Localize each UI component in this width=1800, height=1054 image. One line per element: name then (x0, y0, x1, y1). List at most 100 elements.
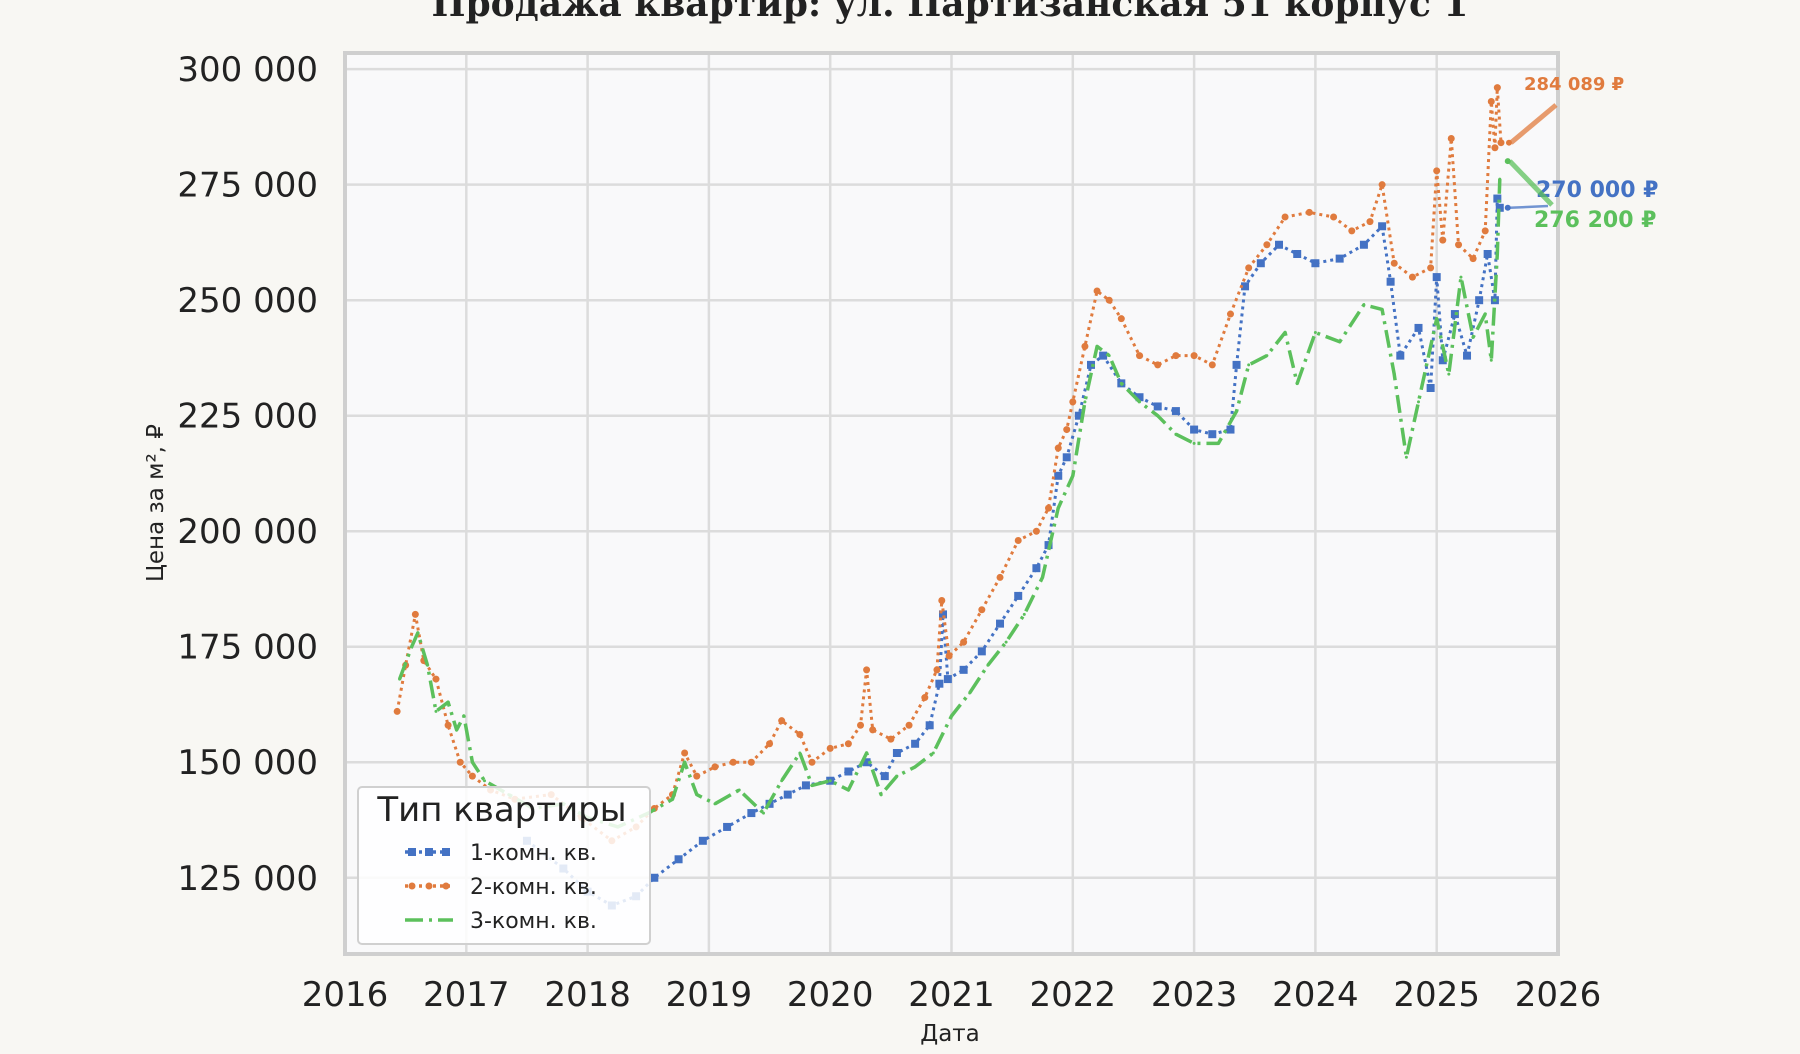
data-point (1171, 407, 1180, 416)
data-point (943, 675, 952, 684)
data-point (729, 758, 737, 766)
data-point (887, 735, 895, 743)
x-tick-label: 2024 (1272, 975, 1359, 1015)
data-point (1117, 315, 1125, 323)
data-point (410, 645, 414, 649)
data-point (1071, 474, 1075, 478)
data-point (713, 802, 717, 806)
data-point (905, 721, 913, 729)
data-point (1226, 310, 1234, 318)
data-point (456, 758, 464, 766)
data-point (1469, 255, 1477, 263)
data-point (1359, 240, 1368, 249)
data-point (1119, 381, 1123, 385)
data-point (1022, 612, 1026, 616)
data-point (747, 758, 755, 766)
data-point (1190, 425, 1199, 434)
data-point (766, 740, 774, 748)
annotation-label: 270 000 ₽ (1536, 178, 1658, 203)
data-point (828, 779, 832, 783)
annotation-arrowhead (1504, 204, 1511, 211)
data-point (1032, 564, 1041, 573)
data-point (1172, 352, 1180, 360)
legend-marker (442, 882, 450, 890)
data-point (1386, 277, 1395, 286)
annotations: 284 089 ₽ 270 000 ₽ 276 200 ₽ (1504, 74, 1658, 233)
data-point (913, 765, 917, 769)
data-point (398, 677, 402, 681)
data-point (1056, 506, 1060, 510)
y-tick-label: 150 000 (177, 743, 318, 783)
data-point (892, 749, 901, 758)
x-tick-label: 2016 (302, 975, 389, 1015)
data-point (1495, 252, 1499, 256)
data-point (1330, 213, 1338, 221)
data-point (880, 772, 889, 781)
data-point (1247, 363, 1251, 367)
data-point (470, 760, 474, 764)
data-point (1439, 236, 1447, 244)
data-point (737, 788, 741, 792)
legend-box (357, 786, 651, 945)
data-point (1311, 259, 1320, 268)
data-point (826, 744, 834, 752)
data-point (1404, 455, 1408, 459)
data-point (801, 781, 810, 790)
data-point (925, 721, 934, 730)
data-point (1241, 282, 1250, 291)
data-point (711, 763, 719, 771)
data-point (683, 760, 687, 764)
data-point (1417, 400, 1421, 404)
data-point (674, 855, 683, 864)
data-point (933, 666, 941, 674)
data-point (810, 783, 814, 787)
y-tick-label: 300 000 (177, 50, 318, 90)
data-point (1293, 249, 1302, 258)
y-tick-label: 175 000 (177, 628, 318, 668)
annotation-label: 284 089 ₽ (1524, 74, 1624, 95)
legend: Тип квартиры 1-комн. кв. 2-комн. кв. 3-ком… (357, 786, 651, 945)
data-point (1208, 361, 1216, 369)
data-point (1105, 296, 1113, 304)
data-point (434, 709, 438, 713)
data-point (1107, 354, 1111, 358)
data-point (416, 631, 420, 635)
data-point (681, 749, 689, 757)
data-point (1362, 303, 1366, 307)
data-point (411, 610, 419, 618)
annotation-arrow (1507, 159, 1554, 207)
data-point (1497, 139, 1505, 147)
data-point (846, 788, 850, 792)
data-point (1483, 249, 1492, 258)
data-point (1338, 340, 1342, 344)
data-point (1335, 254, 1344, 263)
data-point (1493, 194, 1502, 203)
data-point (1392, 372, 1396, 376)
data-point (1136, 352, 1144, 360)
data-point (863, 666, 871, 674)
data-point (1153, 402, 1162, 411)
data-point (1463, 351, 1472, 360)
data-point (444, 721, 452, 729)
annotation-label: 276 200 ₽ (1534, 208, 1656, 233)
data-point (1154, 361, 1162, 369)
x-tick-label: 2023 (1151, 975, 1238, 1015)
data-point (1487, 98, 1495, 106)
data-point (1190, 352, 1198, 360)
data-point (1014, 591, 1023, 600)
annotation-arrowhead (1505, 139, 1512, 146)
data-point (1414, 323, 1423, 332)
data-point (1099, 351, 1108, 360)
data-point (935, 679, 944, 688)
data-point (1348, 227, 1356, 235)
legend-entry: 1-комн. кв. (405, 841, 597, 866)
data-point (1263, 241, 1271, 249)
annotation-arrow (1509, 204, 1549, 210)
data-point (1265, 354, 1269, 358)
data-point (1396, 351, 1405, 360)
legend-label: 3-комн. кв. (470, 909, 597, 934)
data-point (747, 809, 756, 818)
data-point (950, 714, 953, 718)
legend-title: Тип квартиры (376, 790, 626, 830)
